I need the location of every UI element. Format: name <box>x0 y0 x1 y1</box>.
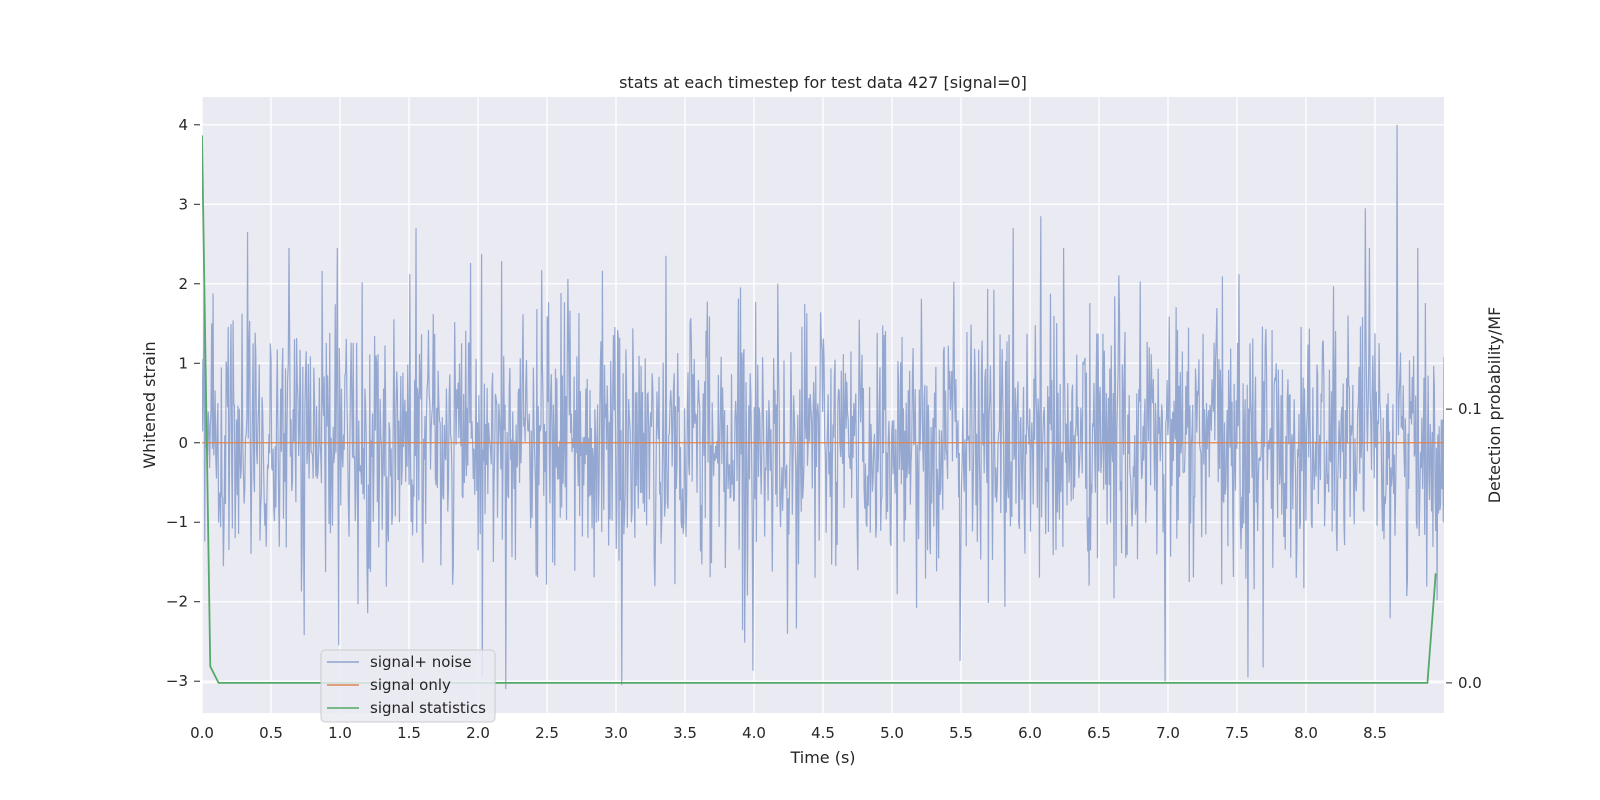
y-tick-label: 0 <box>178 434 188 452</box>
y-tick-label: 1 <box>178 354 188 372</box>
x-tick-label: 0.5 <box>259 724 283 742</box>
x-tick-label: 6.0 <box>1018 724 1042 742</box>
x-tick-label: 1.5 <box>397 724 421 742</box>
legend-label-signal-statistics: signal statistics <box>370 699 486 717</box>
x-tick-label: 5.5 <box>949 724 973 742</box>
y-tick-label: 4 <box>178 116 188 134</box>
x-tick-label: 8.5 <box>1363 724 1387 742</box>
x-tick-label: 4.0 <box>742 724 766 742</box>
x-tick-label: 2.0 <box>466 724 490 742</box>
series-signal-noise <box>202 124 1444 690</box>
y-axis-ticks: −3 −2 −1 0 1 2 3 4 <box>166 116 200 690</box>
y-axis-label: Whitened strain <box>140 341 159 468</box>
chart-title: stats at each timestep for test data 427… <box>619 73 1027 92</box>
x-tick-label: 6.5 <box>1087 724 1111 742</box>
y-tick-label: −1 <box>166 513 188 531</box>
x-tick-label: 8.0 <box>1294 724 1318 742</box>
x-tick-label: 5.0 <box>880 724 904 742</box>
y-tick-label: 2 <box>178 275 188 293</box>
x-tick-label: 7.0 <box>1156 724 1180 742</box>
x-axis-label: Time (s) <box>789 748 855 767</box>
right-y-tick-label: 0.0 <box>1458 674 1482 692</box>
x-tick-label: 0.0 <box>190 724 214 742</box>
legend: signal+ noise signal only signal statist… <box>320 649 496 723</box>
x-tick-label: 7.5 <box>1225 724 1249 742</box>
legend-box <box>320 649 496 723</box>
y-tick-label: −3 <box>166 672 188 690</box>
legend-label-signal-noise: signal+ noise <box>370 653 472 671</box>
y-tick-label: −2 <box>166 593 188 611</box>
series-signal-statistics <box>202 135 1437 684</box>
series-layer <box>202 124 1444 690</box>
right-y-axis-ticks: 0.0 0.1 <box>1446 400 1482 692</box>
right-y-tick-label: 0.1 <box>1458 400 1482 418</box>
x-axis-ticks: 0.0 0.5 1.0 1.5 2.0 2.5 3.0 3.5 4.0 4.5 5.0 5.5 6.0 6… <box>190 724 1387 742</box>
x-tick-label: 3.0 <box>604 724 628 742</box>
x-tick-label: 3.5 <box>673 724 697 742</box>
right-y-axis-label: Detection probability/MF <box>1485 307 1504 504</box>
x-tick-label: 4.5 <box>811 724 835 742</box>
x-tick-label: 1.0 <box>328 724 352 742</box>
x-tick-label: 2.5 <box>535 724 559 742</box>
y-tick-label: 3 <box>178 195 188 213</box>
legend-label-signal-only: signal only <box>370 676 451 694</box>
